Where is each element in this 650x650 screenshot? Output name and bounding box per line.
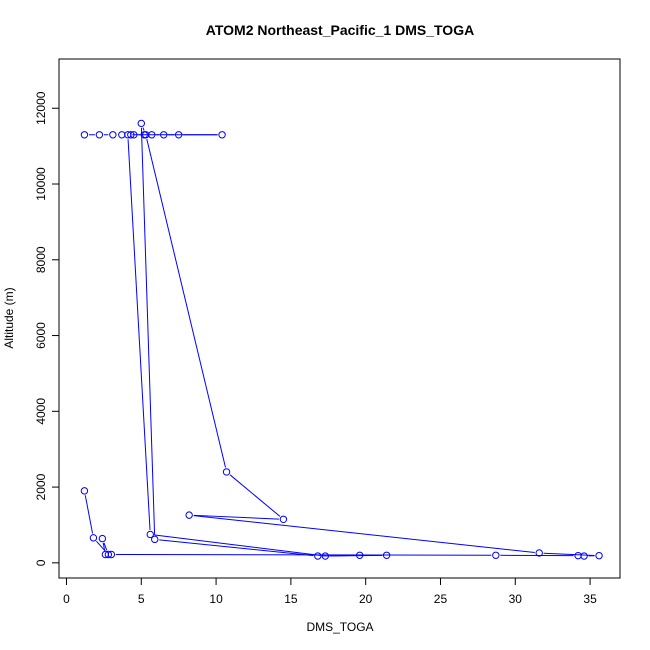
- x-tick-label: 5: [138, 592, 145, 606]
- series-segment: [96, 540, 106, 552]
- data-point: [174, 131, 183, 139]
- data-point: [109, 131, 117, 139]
- data-point: [574, 551, 582, 560]
- data-point: [151, 535, 159, 544]
- data-point: [321, 552, 329, 560]
- data-point: [80, 487, 89, 495]
- data-point: [127, 131, 135, 139]
- y-tick-label: 0: [34, 559, 48, 566]
- data-point: [314, 552, 322, 560]
- x-tick-label: 15: [284, 592, 298, 606]
- series-segment: [193, 514, 279, 520]
- y-tick-label: 8000: [34, 246, 48, 273]
- x-axis: 0 5 10 15 20 25 30 35: [63, 577, 597, 606]
- series-segment: [127, 139, 151, 530]
- data-point: [355, 551, 364, 559]
- plot-area: [80, 119, 603, 560]
- series-segment: [543, 552, 595, 556]
- data-point: [80, 131, 89, 139]
- data-point: [279, 515, 288, 523]
- series-segment: [142, 127, 145, 131]
- series-segment: [102, 542, 106, 551]
- data-point: [535, 549, 543, 557]
- data-point: [101, 550, 110, 559]
- data-point: [137, 119, 145, 128]
- data-point: [89, 534, 98, 542]
- y-axis-label: Altitude (m): [2, 287, 16, 348]
- y-tick-label: 2000: [34, 473, 48, 500]
- x-tick-label: 30: [509, 592, 523, 606]
- data-point: [95, 131, 104, 139]
- x-tick-label: 10: [209, 592, 223, 606]
- series-segment: [193, 515, 535, 554]
- data-point: [185, 511, 193, 519]
- x-tick-label: 20: [359, 592, 373, 606]
- y-tick-label: 6000: [34, 322, 48, 349]
- data-point: [218, 131, 226, 139]
- chart-title: ATOM2 Northeast_Pacific_1 DMS_TOGA: [206, 22, 474, 38]
- series-segment: [84, 495, 94, 534]
- x-tick-label: 35: [583, 592, 597, 606]
- y-tick-label: 10000: [34, 167, 48, 201]
- x-tick-label: 25: [434, 592, 448, 606]
- series-segment: [154, 534, 321, 556]
- series-segment: [115, 554, 492, 556]
- x-tick-label: 0: [63, 592, 70, 606]
- y-tick-label: 12000: [34, 91, 48, 125]
- data-point: [382, 551, 391, 559]
- data-point: [160, 131, 168, 139]
- series-segment: [140, 127, 156, 535]
- data-point: [492, 551, 500, 559]
- data-point: [124, 131, 132, 139]
- series-segment: [229, 474, 281, 517]
- data-point: [595, 551, 603, 560]
- data-point: [222, 468, 231, 476]
- series-segment: [103, 542, 108, 551]
- data-point: [142, 131, 150, 139]
- data-point: [104, 550, 113, 559]
- x-axis-label: DMS_TOGA: [306, 620, 373, 634]
- data-point: [98, 534, 107, 543]
- y-axis: 0 2000 4000 6000 8000 10000 12000: [34, 91, 60, 566]
- series-segment: [159, 539, 314, 557]
- series-segment: [146, 139, 226, 468]
- data-point: [146, 530, 154, 539]
- y-tick-label: 4000: [34, 398, 48, 425]
